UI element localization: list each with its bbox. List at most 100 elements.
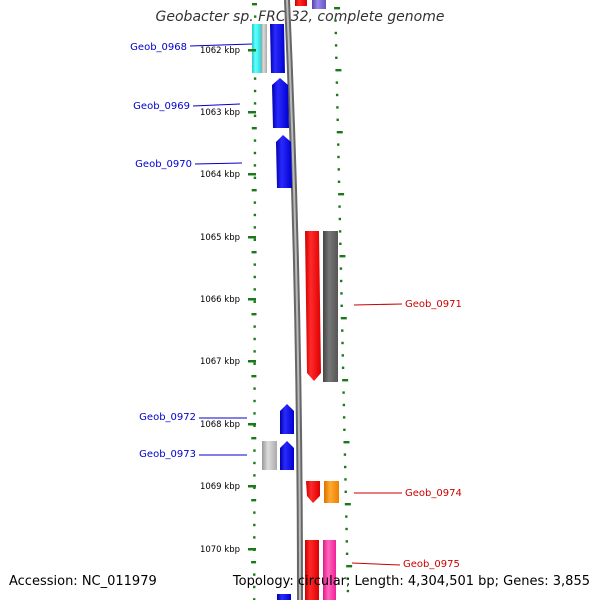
- scale-tick: [337, 155, 340, 159]
- gene-leader-line: [189, 43, 253, 47]
- scale-tick: [340, 317, 347, 320]
- scale-tick: [253, 288, 256, 291]
- gene-leader-line: [351, 562, 401, 566]
- scale-tick: [253, 387, 256, 390]
- gene-geob-0975-cog[interactable]: [323, 540, 336, 600]
- scale-tick: [334, 44, 338, 47]
- gene-geob-0968-cyan[interactable]: [252, 24, 261, 73]
- scale-tick: [336, 106, 339, 109]
- scale-tick: [253, 89, 257, 93]
- scale-tick: [253, 449, 256, 452]
- gene-geob-0971-cog[interactable]: [323, 231, 338, 382]
- gene-label-geob-0974[interactable]: Geob_0974: [405, 488, 462, 499]
- scale-tick: [253, 77, 257, 80]
- scale-tick: [336, 118, 339, 121]
- gene-geob-0971[interactable]: [305, 231, 321, 381]
- scale-tick: [341, 341, 344, 345]
- scale-tick: [338, 205, 341, 208]
- gene-geob-0970[interactable]: [276, 135, 292, 188]
- scale-tick: [253, 350, 256, 353]
- genome-backbone: [284, 0, 303, 600]
- scale-tick: [253, 139, 257, 142]
- gene-bottom-blue[interactable]: [277, 594, 291, 600]
- scale-tick: [342, 379, 349, 382]
- gene-leader-line: [192, 103, 241, 107]
- scale-labels: 1062 kbp 1063 kbp 1064 kbp 1065 kbp 1066 kbp…: [200, 46, 256, 555]
- scale-tick: [251, 3, 257, 6]
- scale-tick: [338, 193, 345, 196]
- scale-tick: [251, 375, 257, 378]
- scale-tick: [338, 230, 342, 233]
- scale-major-tick: [248, 423, 256, 426]
- gene-leader-line: [353, 303, 403, 306]
- scale-tick: [335, 93, 339, 97]
- scale-tick: [339, 242, 342, 245]
- scale-tick: [341, 366, 345, 369]
- scale-tick: [253, 226, 257, 229]
- gene-geob-0974[interactable]: [306, 481, 320, 503]
- scale-tick: [334, 31, 338, 35]
- scale-tick: [336, 131, 343, 134]
- scale-tick: [338, 217, 342, 221]
- gene-label-geob-0970[interactable]: Geob_0970: [135, 159, 192, 170]
- scale-major-tick: [248, 111, 256, 114]
- scale-tick: [344, 503, 351, 506]
- scale-tick: [345, 540, 349, 543]
- scale-tick: [344, 490, 347, 493]
- scale-tick: [337, 168, 340, 171]
- gene-features: [252, 0, 339, 600]
- gene-label-geob-0975[interactable]: Geob_0975: [403, 559, 460, 570]
- scale-tick: [251, 189, 257, 192]
- scale-tick: [253, 15, 257, 18]
- scale-label: 1064 kbp: [200, 170, 240, 180]
- scale-tick: [253, 523, 256, 527]
- scale-tick: [253, 238, 257, 241]
- genome-backbone-highlight: [286, 0, 301, 600]
- scale-tick: [339, 267, 343, 270]
- scale-tick: [339, 255, 346, 258]
- scale-tick: [334, 19, 337, 22]
- scale-major-tick: [248, 485, 256, 488]
- scale-tick: [251, 251, 257, 254]
- gene-geob-0973[interactable]: [280, 441, 294, 470]
- scale-tick: [251, 437, 257, 440]
- scale-tick: [340, 292, 343, 295]
- scale-tick: [253, 263, 256, 266]
- gene-geob-0973-gray[interactable]: [262, 441, 277, 470]
- gene-top-red[interactable]: [295, 0, 307, 6]
- scale-tick: [253, 213, 257, 217]
- scale-tick: [251, 561, 257, 564]
- scale-label: 1066 kbp: [200, 295, 240, 305]
- scale-tick: [253, 399, 256, 403]
- scale-tick: [253, 461, 256, 465]
- scale-tick: [253, 300, 256, 303]
- scale-tick: [253, 585, 256, 589]
- gene-geob-0972[interactable]: [280, 404, 294, 434]
- gene-geob-0968[interactable]: [270, 24, 285, 73]
- scale-tick: [253, 151, 257, 155]
- gene-geob-0975[interactable]: [305, 540, 319, 600]
- gene-label-geob-0972[interactable]: Geob_0972: [139, 412, 196, 423]
- gene-label-geob-0969[interactable]: Geob_0969: [133, 101, 190, 112]
- gene-geob-0969[interactable]: [272, 78, 289, 128]
- scale-tick: [253, 412, 256, 415]
- scale-tick: [251, 313, 257, 316]
- scale-tick: [345, 552, 349, 555]
- scale-tick: [253, 362, 256, 365]
- scale-tick: [340, 304, 343, 307]
- gene-top-purple[interactable]: [312, 0, 326, 9]
- gene-label-geob-0968[interactable]: Geob_0968: [130, 42, 187, 53]
- gene-geob-0974-cog[interactable]: [324, 481, 339, 503]
- scale-tick: [339, 279, 343, 283]
- scale-tick: [253, 424, 256, 427]
- gene-label-geob-0973[interactable]: Geob_0973: [139, 449, 196, 460]
- gene-geob-0968-gray[interactable]: [261, 24, 267, 73]
- gene-label-geob-0971[interactable]: Geob_0971: [405, 299, 462, 310]
- scale-tick: [343, 441, 350, 444]
- topology-label: Topology: circular; Length: 4,304,501 bp…: [232, 574, 590, 589]
- scale-major-tick: [248, 548, 256, 551]
- scale-tick: [334, 7, 341, 10]
- scale-tick: [337, 143, 340, 146]
- scale-ticks-right: [334, 7, 353, 593]
- scale-tick: [341, 354, 344, 357]
